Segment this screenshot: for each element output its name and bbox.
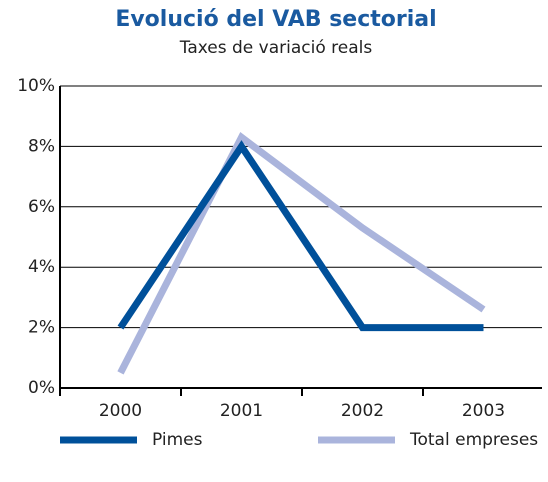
chart-title: Evolució del VAB sectorial [115,7,436,32]
x-tick-label: 2000 [99,401,142,421]
x-tick-label: 2003 [462,401,505,421]
series-line [117,132,486,375]
legend-label: Pimes [152,430,203,450]
x-tick-label: 2002 [341,401,384,421]
y-tick-label: 0% [28,378,55,398]
legend-label: Total empreses [409,430,538,450]
x-tick-label: 2001 [220,401,263,421]
series-line [117,140,484,332]
y-tick-label: 4% [28,257,55,277]
y-tick-label: 6% [28,197,55,217]
y-tick-label: 2% [28,318,55,338]
chart-subtitle: Taxes de variació reals [179,38,373,58]
y-tick-label: 10% [17,76,55,96]
y-tick-label: 8% [28,136,55,156]
